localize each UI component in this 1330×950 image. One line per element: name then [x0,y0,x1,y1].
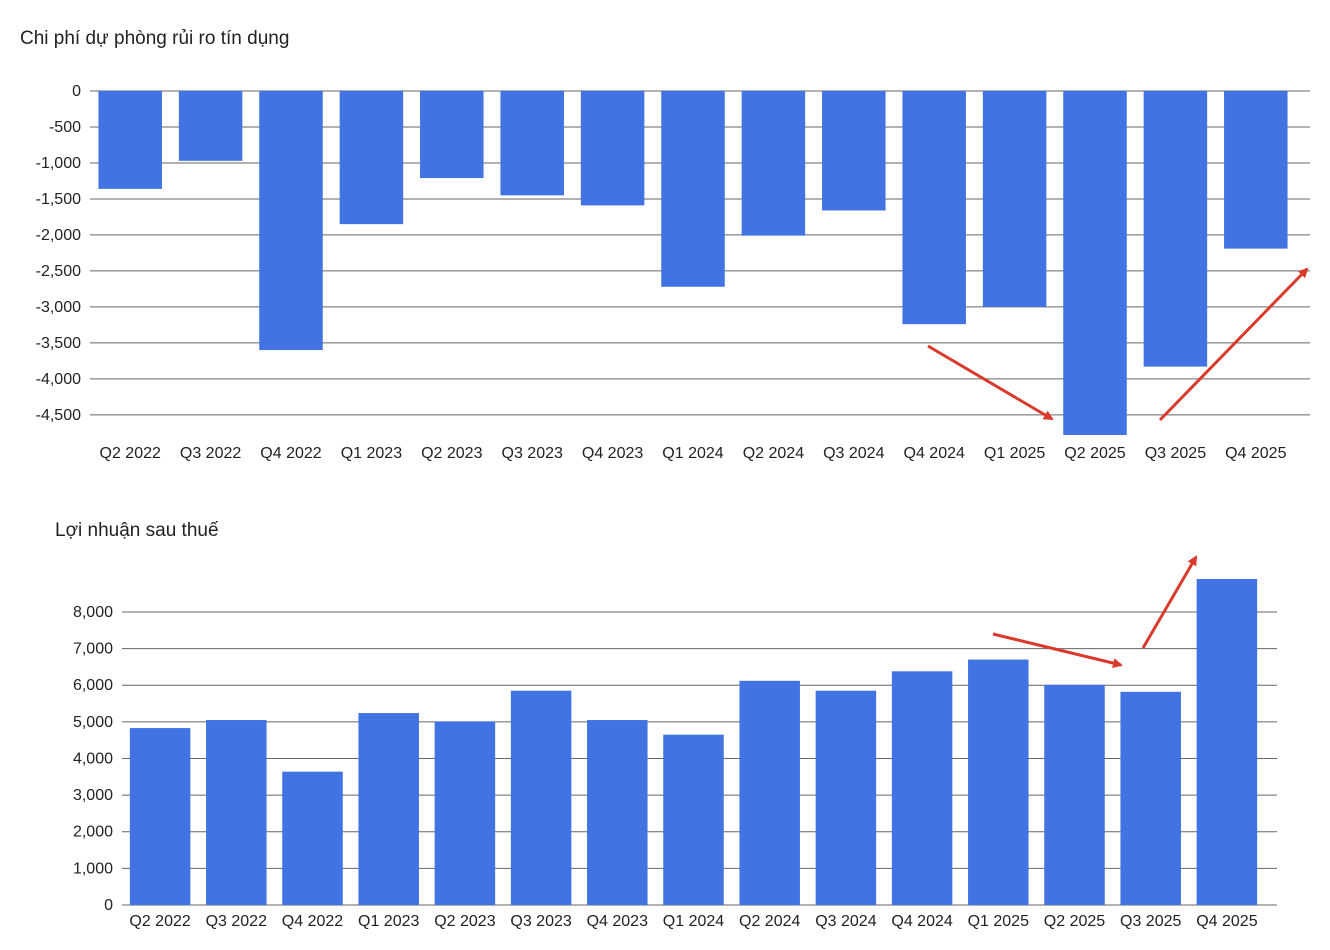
bar [968,659,1029,905]
x-tick-label: Q3 2024 [823,445,884,462]
bar [434,721,496,905]
x-tick-label: Q4 2022 [282,913,343,930]
y-tick-label: -2,500 [36,263,81,280]
y-tick-label: -4,500 [36,407,81,424]
bar [891,671,953,905]
x-tick-label: Q3 2025 [1145,445,1206,462]
y-tick-label: 5,000 [73,714,113,731]
y-tick-label: -3,500 [36,335,81,352]
bar [741,91,806,236]
bar [587,720,648,905]
bar [282,771,343,905]
bar [822,91,886,211]
x-tick-label: Q2 2022 [129,913,190,930]
x-tick-label: Q1 2024 [663,913,724,930]
x-tick-label: Q1 2024 [662,445,723,462]
x-tick-label: Q1 2023 [341,445,402,462]
bar [129,728,191,905]
x-tick-label: Q4 2025 [1225,445,1286,462]
x-tick-label: Q4 2023 [587,913,648,930]
x-tick-label: Q2 2024 [743,445,804,462]
y-tick-label: 4,000 [73,750,113,767]
x-tick-label: Q1 2025 [968,913,1029,930]
x-tick-label: Q2 2024 [739,913,800,930]
bar [661,91,725,287]
chart-title-provisions: Chi phí dự phòng rủi ro tín dụng [20,28,290,49]
bar [510,690,572,905]
y-tick-label: 2,000 [73,824,113,841]
x-tick-label: Q3 2023 [502,445,563,462]
bar [98,91,162,189]
y-tick-label: -4,000 [36,371,81,388]
annotation-arrow [1158,267,1309,422]
bar [1224,91,1288,249]
x-tick-label: Q4 2024 [904,445,965,462]
y-tick-label: 8,000 [73,604,113,621]
y-tick-label: -2,000 [36,227,81,244]
chart-title-profit: Lợi nhuận sau thuế [55,520,219,541]
trend-arrows [927,267,1309,668]
x-tick-label: Q3 2024 [815,913,876,930]
bar [739,680,800,905]
y-tick-label: 6,000 [73,677,113,694]
x-tick-label: Q2 2023 [434,913,495,930]
x-tick-label: Q1 2023 [358,913,419,930]
x-tick-label: Q3 2025 [1120,913,1181,930]
x-tick-label: Q1 2025 [984,445,1045,462]
bar [500,91,564,196]
profit-chart: 0 1,000 2,000 3,000 4,000 5,000 6,000 7,000 8,00… [73,579,1277,930]
annotation-arrow [1141,555,1198,649]
bar [259,91,323,351]
y-tick-label: 0 [104,897,113,914]
x-tick-label: Q4 2024 [891,913,952,930]
bar [902,91,966,325]
x-tick-label: Q3 2023 [510,913,571,930]
bar [982,91,1047,307]
x-tick-label: Q4 2025 [1196,913,1257,930]
y-tick-label: -1,500 [36,191,81,208]
bar [206,720,267,905]
x-tick-label: Q3 2022 [180,445,241,462]
x-tick-label: Q2 2025 [1044,913,1105,930]
bar [339,91,404,225]
y-tick-label: 0 [72,83,81,100]
bar [815,690,877,905]
y-tick-label: 3,000 [73,787,113,804]
x-tick-label: Q4 2023 [582,445,643,462]
y-tick-label: -500 [49,119,81,136]
x-tick-label: Q3 2022 [206,913,267,930]
x-tick-label: Q2 2023 [421,445,482,462]
y-tick-label: -1,000 [36,155,81,172]
y-tick-label: -3,000 [36,299,81,316]
annotation-arrow [992,632,1123,668]
bar [663,734,724,905]
x-tick-label: Q2 2022 [100,445,161,462]
bar [1063,91,1127,435]
bar [178,91,243,161]
provisions-chart: 0 -500 -1,000 -1,500 -2,000 -2,500 -3,000 -3,50… [36,83,1310,462]
annotation-arrow [927,344,1054,421]
bar [358,713,419,905]
bar [1120,691,1181,905]
bar [1196,579,1258,905]
bar [1143,91,1208,367]
x-tick-label: Q4 2022 [260,445,321,462]
bar [1044,684,1105,905]
y-tick-label: 7,000 [73,641,113,658]
x-tick-label: Q2 2025 [1064,445,1125,462]
bar [580,91,645,206]
y-tick-label: 1,000 [73,860,113,877]
bar [420,91,484,179]
